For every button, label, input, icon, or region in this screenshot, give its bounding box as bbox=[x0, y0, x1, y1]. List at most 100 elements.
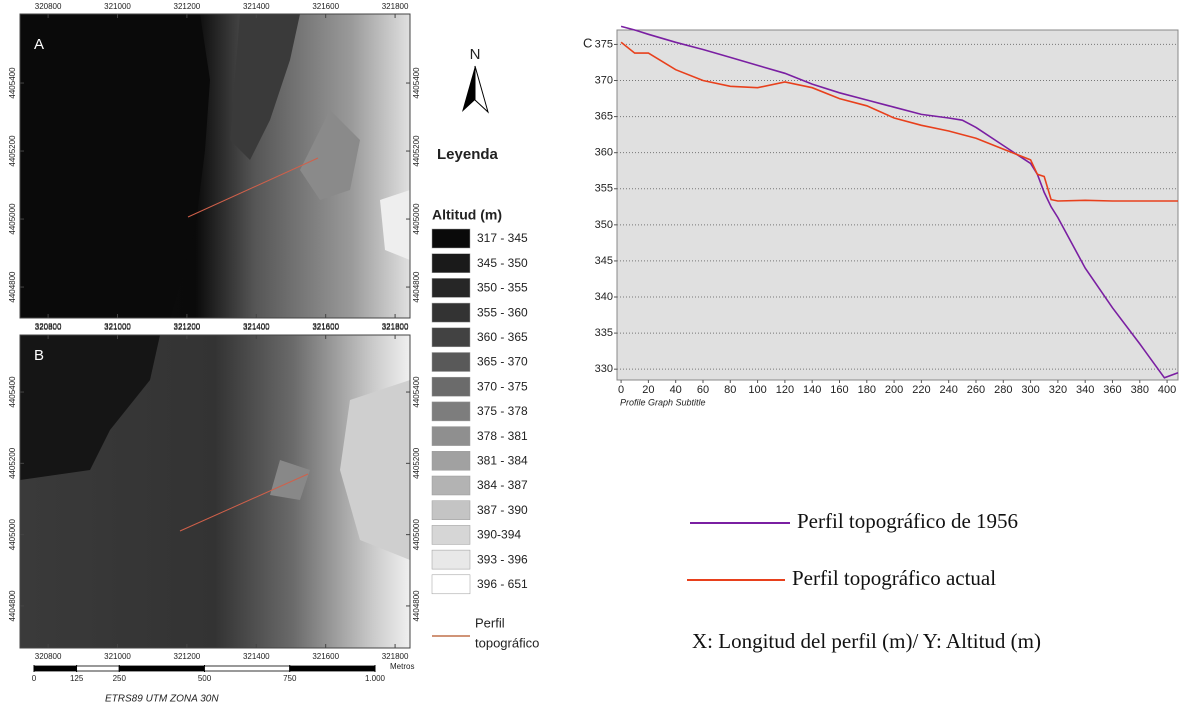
map-x-label: 321200 bbox=[174, 2, 201, 11]
map-x-label: 320800 bbox=[35, 652, 62, 661]
y-tick-label: 345 bbox=[595, 255, 613, 267]
x-tick-label: 220 bbox=[912, 384, 930, 396]
legend-swatch bbox=[432, 278, 470, 297]
legend-swatch bbox=[432, 229, 470, 248]
y-tick-label: 370 bbox=[595, 74, 613, 86]
legend-swatch bbox=[432, 377, 470, 396]
x-tick-label: 100 bbox=[748, 384, 766, 396]
scale-segment bbox=[119, 666, 204, 671]
legend-label: 387 - 390 bbox=[477, 503, 528, 517]
map-x-label: 321600 bbox=[312, 2, 339, 11]
legend-profile-label: topográfico bbox=[475, 635, 539, 650]
scale-segment bbox=[34, 666, 77, 671]
legend-swatch bbox=[432, 303, 470, 322]
legend-swatch bbox=[432, 575, 470, 594]
map-x-label: 321600 bbox=[312, 652, 339, 661]
north-arrow bbox=[462, 66, 475, 112]
x-tick-label: 0 bbox=[618, 384, 624, 396]
legend-swatch bbox=[432, 525, 470, 544]
dem-low bbox=[20, 14, 210, 318]
map-y-label: 4404800 bbox=[412, 271, 421, 303]
map-x-label: 321400 bbox=[243, 2, 270, 11]
legend-swatch bbox=[432, 451, 470, 470]
map-y-label: 4405000 bbox=[412, 519, 421, 551]
map-a-image bbox=[20, 14, 410, 318]
legend-swatch bbox=[432, 476, 470, 495]
figure: A B N Leyenda Altitud (m) Perfil topográ… bbox=[0, 0, 1198, 707]
panel-label: C bbox=[583, 35, 592, 50]
legend-label: 355 - 360 bbox=[477, 305, 528, 319]
y-tick-label: 375 bbox=[595, 38, 613, 50]
legend-label: 345 - 350 bbox=[477, 256, 528, 270]
legend-swatch bbox=[432, 427, 470, 446]
map-x-label: 321000 bbox=[104, 2, 131, 11]
legend-swatch bbox=[432, 353, 470, 372]
scale-unit: Metros bbox=[390, 662, 414, 671]
x-tick-label: 80 bbox=[724, 384, 736, 396]
map-y-label: 4405400 bbox=[8, 376, 17, 408]
legend-label: 317 - 345 bbox=[477, 231, 528, 245]
y-tick-label: 365 bbox=[595, 111, 613, 123]
y-tick-label: 330 bbox=[595, 363, 613, 375]
legend-swatch bbox=[432, 501, 470, 520]
legend-label: 375 - 378 bbox=[477, 404, 528, 418]
panel-label: B bbox=[34, 347, 44, 364]
map-b-image bbox=[20, 335, 410, 648]
x-tick-label: 40 bbox=[670, 384, 682, 396]
map-x-label: 320800 bbox=[35, 2, 62, 11]
x-tick-label: 200 bbox=[885, 384, 903, 396]
map-x-label: 321800 bbox=[382, 652, 409, 661]
legend-label: Perfil topográfico de 1956 bbox=[797, 509, 1018, 533]
map-x-label: 321200 bbox=[174, 323, 201, 332]
x-tick-label: 140 bbox=[803, 384, 821, 396]
y-tick-label: 360 bbox=[595, 147, 613, 159]
scale-segment bbox=[77, 666, 120, 671]
map-x-label: 321000 bbox=[104, 652, 131, 661]
x-tick-label: 400 bbox=[1158, 384, 1176, 396]
map-x-label: 321200 bbox=[174, 652, 201, 661]
map-y-label: 4405000 bbox=[8, 519, 17, 551]
y-tick-label: 340 bbox=[595, 291, 613, 303]
y-tick-label: 355 bbox=[595, 183, 613, 195]
map-y-label: 4404800 bbox=[412, 590, 421, 622]
x-tick-label: 360 bbox=[1103, 384, 1121, 396]
map-y-label: 4404800 bbox=[8, 271, 17, 303]
legend-label: 393 - 396 bbox=[477, 552, 528, 566]
map-x-label: 321400 bbox=[243, 323, 270, 332]
map-y-label: 4405400 bbox=[8, 67, 17, 99]
panel-label: A bbox=[34, 36, 44, 53]
map-y-label: 4405200 bbox=[8, 135, 17, 167]
legend-title: Leyenda bbox=[437, 146, 499, 163]
x-tick-label: 180 bbox=[858, 384, 876, 396]
x-tick-label: 160 bbox=[830, 384, 848, 396]
map-y-label: 4405000 bbox=[412, 203, 421, 235]
legend-swatch bbox=[432, 254, 470, 273]
x-tick-label: 240 bbox=[940, 384, 958, 396]
page: { "maps": { "xlim": [320719, 321843], "x… bbox=[0, 0, 1198, 707]
legend-swatch bbox=[432, 328, 470, 347]
map-x-label: 321400 bbox=[243, 652, 270, 661]
scale-label: 750 bbox=[283, 674, 297, 683]
map-x-label: 320800 bbox=[35, 323, 62, 332]
scale-label: 500 bbox=[198, 674, 212, 683]
y-tick-label: 350 bbox=[595, 219, 613, 231]
x-tick-label: 60 bbox=[697, 384, 709, 396]
map-x-label: 321600 bbox=[312, 323, 339, 332]
x-tick-label: 280 bbox=[994, 384, 1012, 396]
north-arrow bbox=[475, 66, 488, 112]
map-x-label: 321000 bbox=[104, 323, 131, 332]
legend-label: Perfil topográfico actual bbox=[792, 566, 996, 590]
chart-subtitle: Profile Graph Subtitle bbox=[620, 397, 706, 407]
map-y-label: 4405400 bbox=[412, 67, 421, 99]
map-y-label: 4405200 bbox=[412, 447, 421, 479]
legend-swatch bbox=[432, 550, 470, 569]
crs-label: ETRS89 UTM ZONA 30N bbox=[105, 694, 219, 705]
map-y-label: 4405400 bbox=[412, 376, 421, 408]
x-tick-label: 120 bbox=[776, 384, 794, 396]
map-y-label: 4405200 bbox=[412, 135, 421, 167]
legend-label: 390-394 bbox=[477, 528, 521, 542]
x-tick-label: 380 bbox=[1131, 384, 1149, 396]
y-tick-label: 335 bbox=[595, 327, 613, 339]
scale-label: 1.000 bbox=[365, 674, 386, 683]
scale-segment bbox=[290, 666, 375, 671]
